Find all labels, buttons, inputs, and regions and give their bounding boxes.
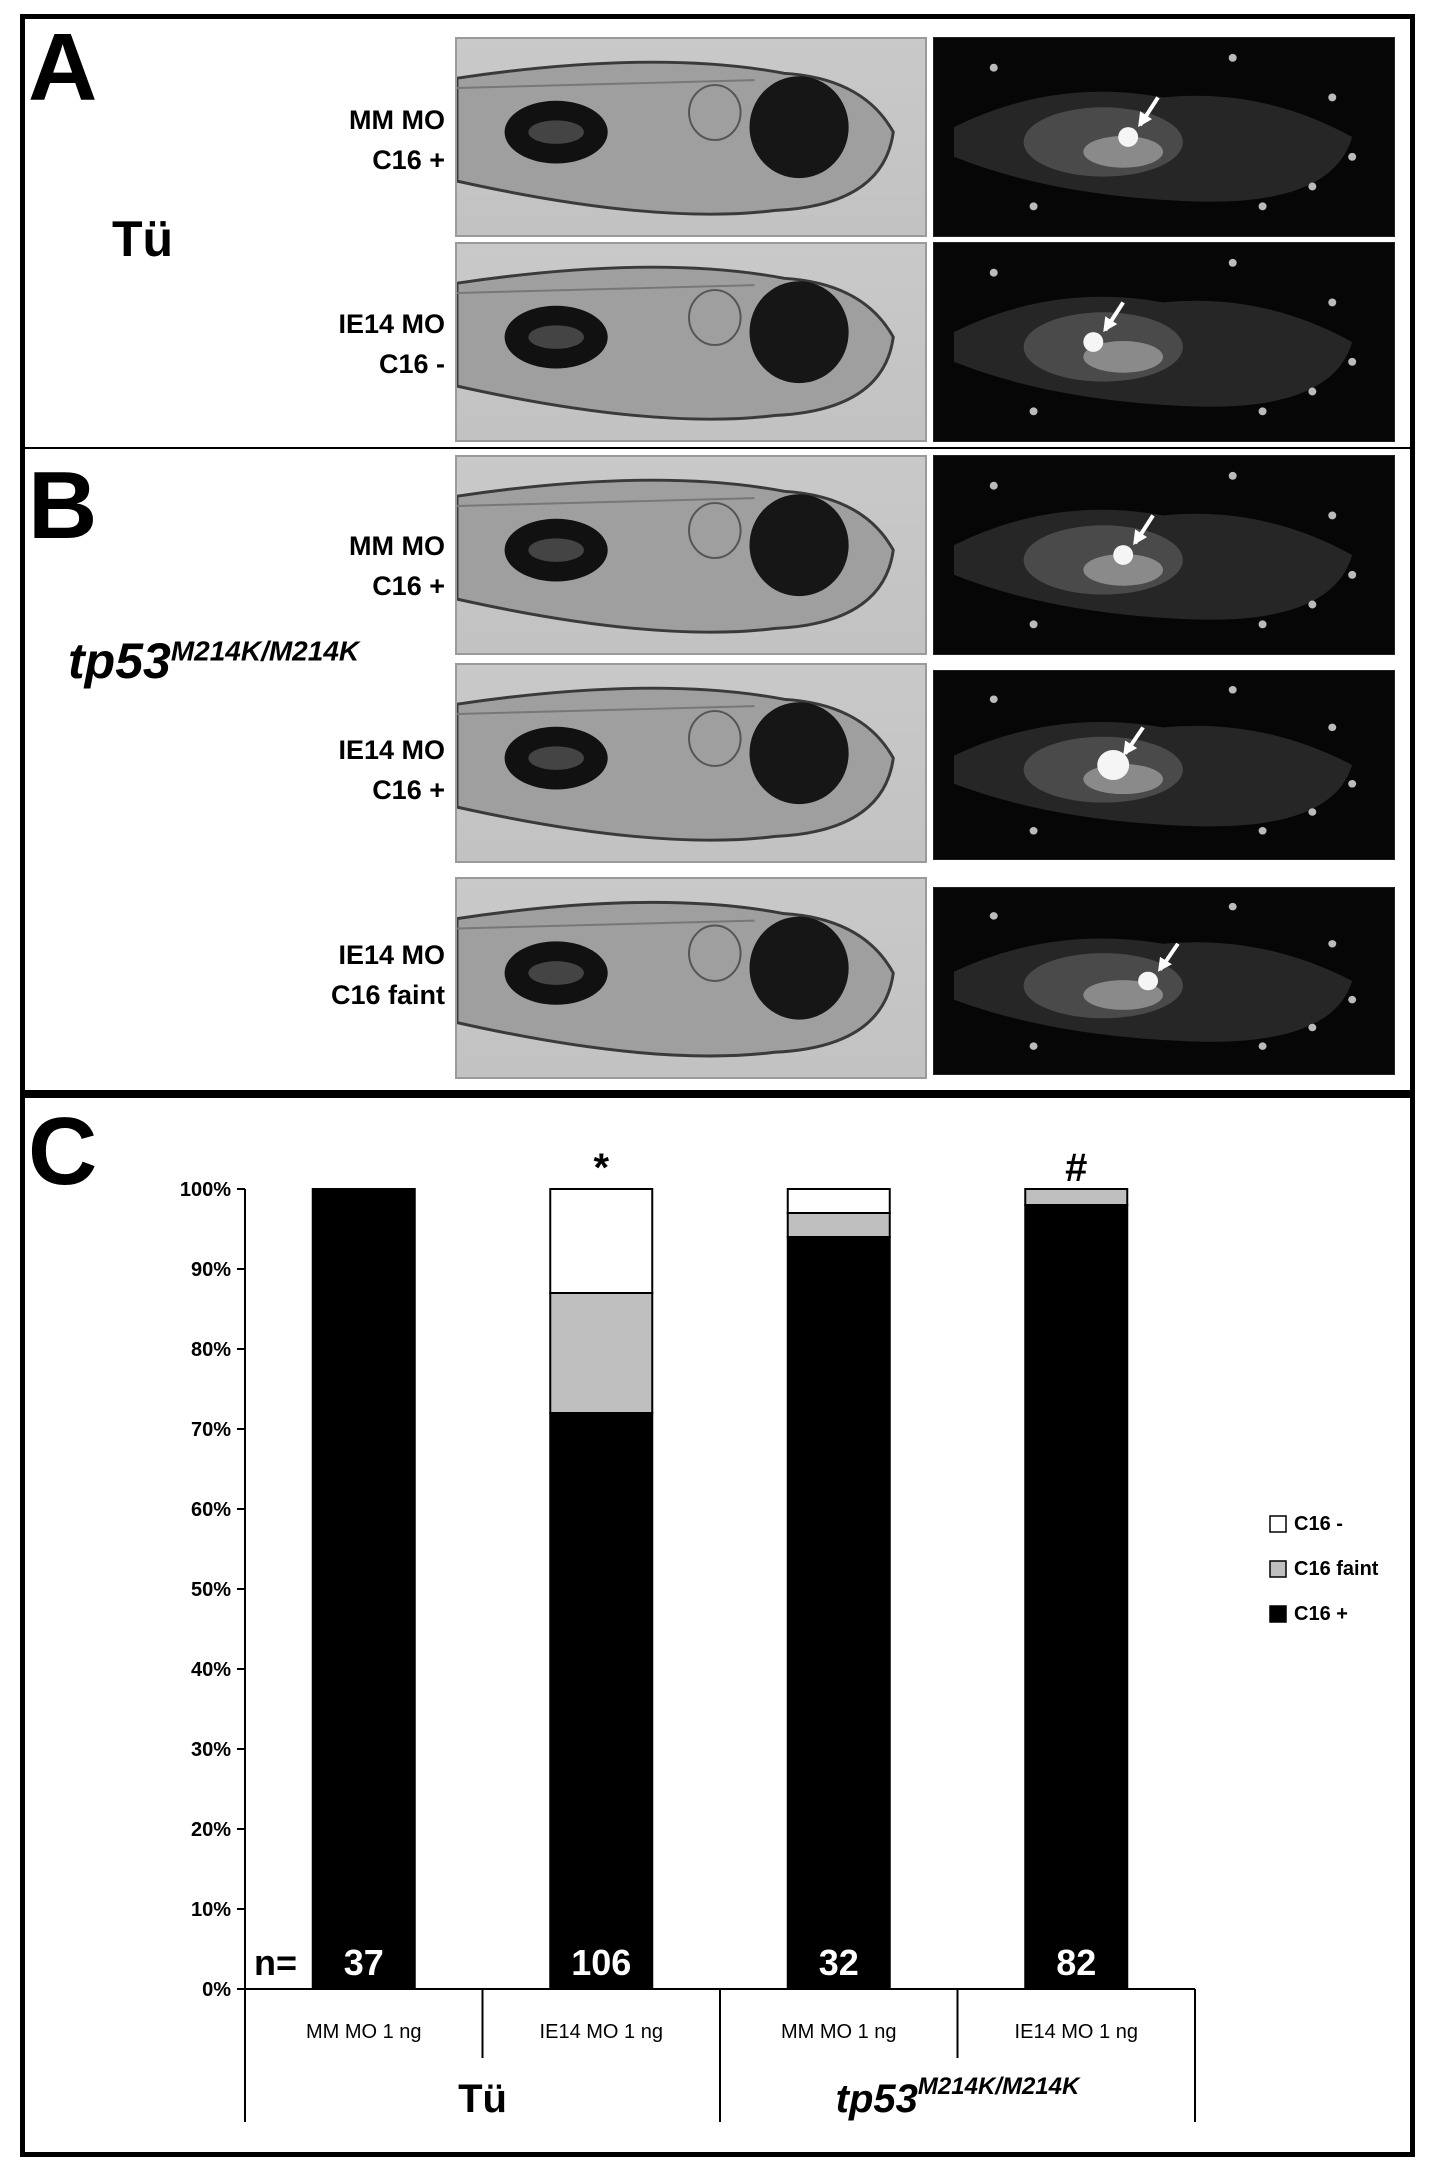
y-tick-label: 60% xyxy=(191,1499,231,1521)
condition-line-1: IE14 MO xyxy=(338,735,445,765)
condition-line-1: IE14 MO xyxy=(338,940,445,970)
panel-b-row-3-label: IE14 MO C16 faint xyxy=(305,935,445,1015)
y-tick-label: 0% xyxy=(202,1979,231,2001)
y-tick-label: 100% xyxy=(180,1179,231,1201)
n-value-label: 37 xyxy=(344,1942,384,1983)
n-value-label: 82 xyxy=(1056,1942,1096,1983)
significance-annotation: * xyxy=(593,1146,609,1190)
legend-label: C16 - xyxy=(1294,1513,1343,1535)
legend-swatch xyxy=(1269,1515,1287,1533)
panel-b-strain-label: tp53M214K/M214K xyxy=(68,632,359,690)
y-tick-label: 80% xyxy=(191,1339,231,1361)
significance-annotation: # xyxy=(1065,1146,1087,1190)
panel-c-letter: C xyxy=(28,1098,98,1205)
y-tick-label: 40% xyxy=(191,1659,231,1681)
fluorescence-image xyxy=(933,455,1395,655)
y-tick-label: 90% xyxy=(191,1259,231,1281)
panel-b-row-2-label: IE14 MO C16 + xyxy=(305,730,445,810)
bar-segment xyxy=(1024,1204,1129,1990)
n-prefix-label: n= xyxy=(254,1942,297,1983)
panel-a-row-2-label: IE14 MO C16 - xyxy=(305,304,445,384)
x-category-label: MM MO 1 ng xyxy=(781,2021,897,2043)
panel-c-frame xyxy=(20,1093,1415,2157)
bar-segment xyxy=(786,1236,891,1990)
x-category-label: MM MO 1 ng xyxy=(306,2021,422,2043)
y-tick-label: 70% xyxy=(191,1419,231,1441)
panel-a-letter: A xyxy=(28,14,98,121)
bar-segment xyxy=(549,1292,654,1414)
condition-line-2: C16 + xyxy=(372,571,445,601)
group-label-tu: Tü xyxy=(458,2077,507,2121)
condition-line-2: C16 faint xyxy=(330,980,445,1010)
condition-line-1: MM MO xyxy=(349,105,445,135)
brightfield-image xyxy=(455,242,927,442)
panel-b-letter: B xyxy=(28,452,98,559)
fluorescence-image xyxy=(933,670,1395,860)
condition-line-1: IE14 MO xyxy=(338,309,445,339)
legend-swatch xyxy=(1269,1560,1287,1578)
n-value-label: 32 xyxy=(819,1942,859,1983)
condition-line-1: MM MO xyxy=(349,531,445,561)
strain-allele: M214K/M214K xyxy=(170,635,360,667)
bar-segment xyxy=(786,1188,891,1214)
brightfield-image xyxy=(455,37,927,237)
condition-line-2: C16 - xyxy=(378,349,445,379)
panel-a-strain-label: Tü xyxy=(112,211,174,267)
condition-line-2: C16 + xyxy=(372,775,445,805)
fluorescence-image xyxy=(933,242,1395,442)
brightfield-image xyxy=(455,455,927,655)
legend-swatch xyxy=(1269,1605,1287,1623)
panel-b-row-1-label: MM MO C16 + xyxy=(305,526,445,606)
fluorescence-image xyxy=(933,37,1395,237)
legend-label: C16 + xyxy=(1294,1603,1348,1625)
bar-segment xyxy=(549,1412,654,1990)
y-tick-label: 30% xyxy=(191,1739,231,1761)
panel-a-row-1-label: MM MO C16 + xyxy=(305,100,445,180)
fluorescence-image xyxy=(933,887,1395,1075)
x-category-label: IE14 MO 1 ng xyxy=(1015,2021,1138,2043)
y-tick-label: 50% xyxy=(191,1579,231,1601)
legend-label: C16 faint xyxy=(1294,1558,1379,1580)
bar-segment xyxy=(1024,1188,1129,1206)
group-label-tp53: tp53M214K/M214K xyxy=(836,2073,1081,2121)
panel-b-frame xyxy=(20,447,1415,1095)
bar-segment xyxy=(311,1188,416,1990)
strain-gene: tp53 xyxy=(68,633,171,689)
y-tick-label: 20% xyxy=(191,1819,231,1841)
bar-segment xyxy=(786,1212,891,1238)
bar-segment xyxy=(549,1188,654,1294)
brightfield-image xyxy=(455,663,927,863)
condition-line-2: C16 + xyxy=(372,145,445,175)
x-category-label: IE14 MO 1 ng xyxy=(540,2021,663,2043)
n-value-label: 106 xyxy=(571,1942,631,1983)
y-tick-label: 10% xyxy=(191,1899,231,1921)
brightfield-image xyxy=(455,877,927,1079)
